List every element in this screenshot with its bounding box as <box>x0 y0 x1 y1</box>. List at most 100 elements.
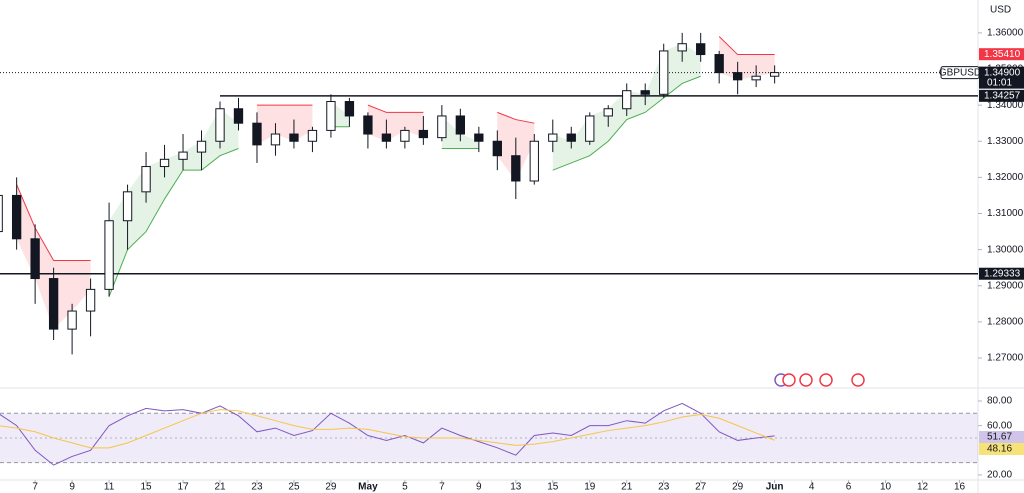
time-tick-label: 4 <box>809 482 815 493</box>
event-icon[interactable] <box>799 373 813 387</box>
time-tick-label: 19 <box>584 482 596 493</box>
time-tick-label: 9 <box>69 482 75 493</box>
candle-body <box>455 115 466 135</box>
symbol-label: GBPUSD <box>939 67 981 78</box>
candle-body <box>696 43 706 56</box>
candle-body <box>11 194 22 240</box>
last-price-label: 1.34900 <box>984 67 1021 78</box>
candle-body <box>381 133 392 142</box>
price-tick-label: 1.34000 <box>987 100 1024 111</box>
countdown-label: 01:01 <box>987 77 1012 88</box>
candle-body <box>622 90 632 110</box>
time-tick-label: 23 <box>251 482 263 493</box>
candle-body <box>363 115 373 135</box>
main-pane: 1.360001.350001.340001.330001.320001.310… <box>0 28 1024 493</box>
trend-fill <box>756 54 775 77</box>
time-tick-label: 11 <box>104 482 115 493</box>
candle-body <box>178 151 188 160</box>
price-tick-label: 1.27000 <box>987 353 1024 364</box>
candle-body <box>289 133 299 142</box>
time-tick-label: 23 <box>658 482 670 493</box>
candle-body <box>751 75 761 81</box>
candle-body <box>0 194 3 233</box>
price-label: 1.35410 <box>984 49 1021 60</box>
price-tick-label: 1.29000 <box>987 280 1024 291</box>
candle-body <box>104 220 114 290</box>
rsi-value-label: 51.67 <box>987 432 1012 443</box>
candle-body <box>159 158 170 168</box>
price-tick-label: 1.33000 <box>987 136 1024 147</box>
level-label: 1.29333 <box>984 268 1021 279</box>
time-tick-label: 25 <box>288 482 300 493</box>
event-icons[interactable] <box>774 373 865 387</box>
candle-body <box>48 278 59 330</box>
candle-body <box>548 133 558 142</box>
time-tick-label: 15 <box>140 482 152 493</box>
rsi-line <box>0 402 775 466</box>
candle-body <box>511 155 521 182</box>
candle-body <box>659 50 669 95</box>
level-label-bg <box>979 267 1024 280</box>
candle-body <box>122 191 133 222</box>
price-tick-label: 1.28000 <box>987 317 1024 328</box>
time-tick-label: 5 <box>402 482 408 493</box>
trend-fill <box>552 134 572 171</box>
time-tick-label: 9 <box>476 482 482 493</box>
time-tick-label: 15 <box>547 482 559 493</box>
price-tick-label: 1.31000 <box>987 208 1024 219</box>
candle-body <box>85 288 96 312</box>
candle-body <box>529 140 539 182</box>
candle-body <box>474 133 484 142</box>
candle-body <box>769 72 780 77</box>
candle-body <box>233 108 244 124</box>
time-tick-label: 6 <box>846 482 852 493</box>
time-tick-label: 7 <box>32 482 38 493</box>
trend-fill <box>460 134 479 149</box>
price-tick-label: 1.30000 <box>987 244 1024 255</box>
event-icon[interactable] <box>782 373 796 387</box>
time-tick-label: 16 <box>954 482 966 493</box>
rsi-value-label: 48.16 <box>987 444 1012 455</box>
trend-fill <box>275 105 294 142</box>
time-tick-label: 12 <box>917 482 929 493</box>
time-tick-label: 29 <box>732 482 744 493</box>
rsi-line <box>0 409 775 449</box>
rsi-value-bg <box>979 443 1024 455</box>
candle-body <box>307 129 318 142</box>
price-tick-label: 1.32000 <box>987 172 1024 183</box>
candle-body <box>585 115 595 142</box>
candle-body <box>603 108 613 117</box>
candle-body <box>640 90 650 95</box>
event-icon[interactable] <box>819 373 833 387</box>
rsi-value-bg <box>979 431 1024 443</box>
time-tick-label: 7 <box>439 482 445 493</box>
candle-body <box>215 108 225 142</box>
time-tick-label: May <box>358 482 378 493</box>
candle-body <box>344 101 355 117</box>
time-tick-label: 29 <box>325 482 337 493</box>
candle-body <box>30 238 40 280</box>
rsi-tick-label: 80.00 <box>987 396 1012 407</box>
candle-body <box>326 101 336 131</box>
candle-body <box>437 115 447 139</box>
level-label: 1.34257 <box>984 90 1021 101</box>
currency-label: USD <box>990 5 1011 16</box>
trend-line <box>108 75 701 297</box>
candle-body <box>252 122 262 146</box>
price-label-bg <box>979 48 1024 61</box>
time-tick-label: 13 <box>510 482 522 493</box>
time-tick-label: 10 <box>880 482 892 493</box>
candle-body <box>677 43 687 52</box>
candle-body <box>492 140 502 157</box>
event-icon[interactable] <box>851 373 865 387</box>
candle-body <box>141 166 151 193</box>
time-tick-label: Jun <box>766 482 784 493</box>
rsi-tick-label: 60.00 <box>987 420 1012 431</box>
time-tick-label: 21 <box>214 482 226 493</box>
level-label-bg <box>979 89 1024 102</box>
candle-body <box>67 310 77 330</box>
time-tick-label: 21 <box>621 482 633 493</box>
candle-body <box>400 129 410 142</box>
